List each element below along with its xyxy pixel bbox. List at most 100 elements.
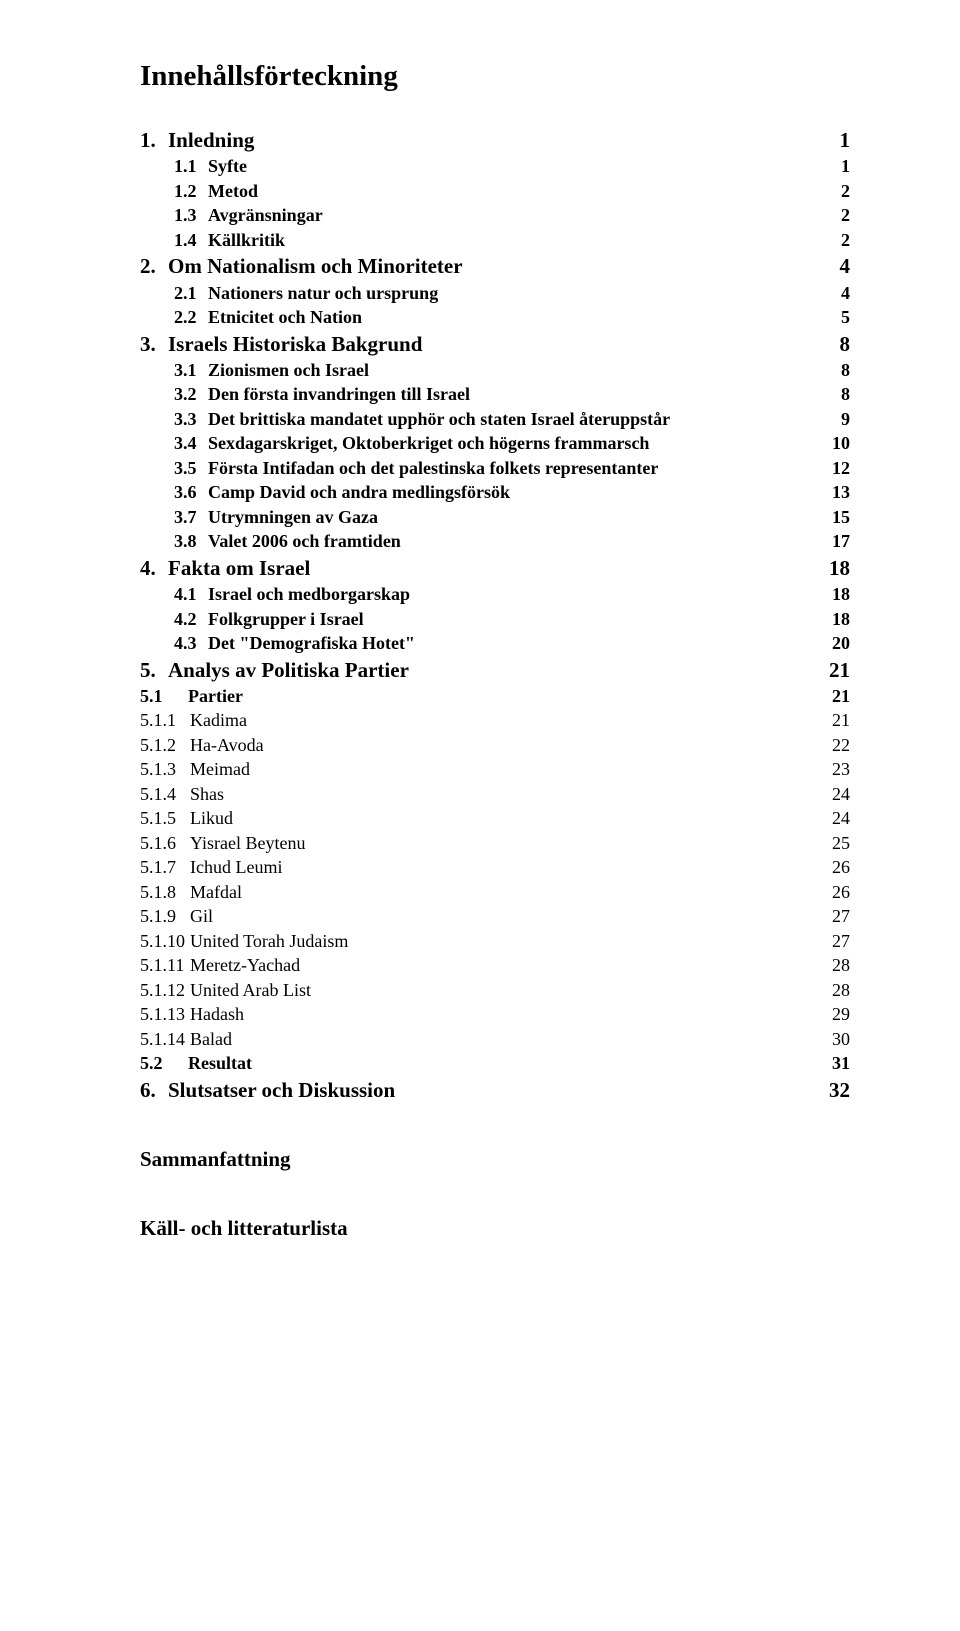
toc-page: 24 — [832, 783, 850, 806]
toc-text: Slutsatser och Diskussion — [168, 1077, 395, 1103]
toc-row: 6.Slutsatser och Diskussion32 — [140, 1077, 850, 1103]
toc-page: 2 — [841, 180, 850, 203]
toc-number: 1.2 — [174, 180, 208, 203]
toc-text: Israel och medborgarskap — [208, 583, 410, 606]
toc-row: 3.3Det brittiska mandatet upphör och sta… — [140, 408, 850, 431]
toc-number: 5.1.12 — [140, 979, 190, 1002]
toc-page: 21 — [832, 709, 850, 732]
toc-row: 5.1.10United Torah Judaism27 — [140, 930, 850, 953]
toc-text: Camp David och andra medlingsförsök — [208, 481, 510, 504]
toc-text: Nationers natur och ursprung — [208, 282, 438, 305]
toc-label: 5.1.10United Torah Judaism — [140, 930, 348, 953]
toc-page: 18 — [832, 583, 850, 606]
toc-row: 5.1.1Kadima21 — [140, 709, 850, 732]
toc-number: 5.1.3 — [140, 758, 190, 781]
toc-page: 28 — [832, 954, 850, 977]
toc-label: 1.Inledning — [140, 127, 254, 153]
toc-text: Om Nationalism och Minoriteter — [168, 253, 463, 279]
toc-text: Meimad — [190, 758, 250, 781]
toc-number: 2.1 — [174, 282, 208, 305]
toc-label: 6.Slutsatser och Diskussion — [140, 1077, 395, 1103]
toc-text: Israels Historiska Bakgrund — [168, 331, 422, 357]
toc-row: 3.8Valet 2006 och framtiden17 — [140, 530, 850, 553]
toc-text: Avgränsningar — [208, 204, 323, 227]
toc-page: 18 — [832, 608, 850, 631]
toc-number: 5.1.13 — [140, 1003, 190, 1026]
toc-text: Folkgrupper i Israel — [208, 608, 364, 631]
toc-number: 5.2 — [140, 1052, 188, 1075]
toc-row: 5.1.8Mafdal26 — [140, 881, 850, 904]
toc-number: 5.1.14 — [140, 1028, 190, 1051]
toc-row: 5.1.9Gil27 — [140, 905, 850, 928]
toc-label: 5.1.4Shas — [140, 783, 224, 806]
toc-text: Första Intifadan och det palestinska fol… — [208, 457, 658, 480]
toc-text: Partier — [188, 685, 243, 708]
toc-label: 5.1.5Likud — [140, 807, 233, 830]
toc-page: 12 — [832, 457, 850, 480]
toc-page: 21 — [832, 685, 850, 708]
toc-text: United Arab List — [190, 979, 311, 1002]
toc-label: 1.1Syfte — [140, 155, 247, 178]
toc-number: 5.1 — [140, 685, 188, 708]
toc-text: Syfte — [208, 155, 247, 178]
toc-text: Det brittiska mandatet upphör och staten… — [208, 408, 670, 431]
toc-text: United Torah Judaism — [190, 930, 348, 953]
toc-row: 4.1Israel och medborgarskap 18 — [140, 583, 850, 606]
toc-text: Analys av Politiska Partier — [168, 657, 409, 683]
toc-text: Shas — [190, 783, 224, 806]
toc-row: 3.7Utrymningen av Gaza15 — [140, 506, 850, 529]
toc-row: 1.3Avgränsningar2 — [140, 204, 850, 227]
toc-page: 24 — [832, 807, 850, 830]
toc-text: Utrymningen av Gaza — [208, 506, 378, 529]
toc-row: 5.1.7Ichud Leumi26 — [140, 856, 850, 879]
toc-label: 5.1.2Ha-Avoda — [140, 734, 264, 757]
toc-page: 29 — [832, 1003, 850, 1026]
toc-row: 3.Israels Historiska Bakgrund8 — [140, 331, 850, 357]
toc-text: Kadima — [190, 709, 247, 732]
toc-row: 3.4Sexdagarskriget, Oktoberkriget och hö… — [140, 432, 850, 455]
toc-page: 22 — [832, 734, 850, 757]
spacer — [140, 1103, 850, 1125]
toc-number: 5.1.11 — [140, 954, 190, 977]
toc-row: 3.1Zionismen och Israel8 — [140, 359, 850, 382]
toc-number: 6. — [140, 1077, 168, 1103]
toc-row: 3.2Den första invandringen till Israel8 — [140, 383, 850, 406]
toc-number: 5.1.6 — [140, 832, 190, 855]
toc-number: 3.1 — [174, 359, 208, 382]
toc-text: Fakta om Israel — [168, 555, 310, 581]
toc-row: 5.1.14Balad30 — [140, 1028, 850, 1051]
toc-text: Sexdagarskriget, Oktoberkriget och höger… — [208, 432, 649, 455]
toc-label: 2.2Etnicitet och Nation — [140, 306, 362, 329]
toc-label: 3.3Det brittiska mandatet upphör och sta… — [140, 408, 670, 431]
toc-label: 4.3Det "Demografiska Hotet" — [140, 632, 415, 655]
toc-number: 3.5 — [174, 457, 208, 480]
toc-number: 4. — [140, 555, 168, 581]
toc-text: Likud — [190, 807, 233, 830]
toc-number: 2. — [140, 253, 168, 279]
toc-page: 13 — [832, 481, 850, 504]
toc-label: 3.1Zionismen och Israel — [140, 359, 369, 382]
toc-page: 9 — [841, 408, 850, 431]
toc-label: 4.1Israel och medborgarskap — [140, 583, 410, 606]
toc-page: 27 — [832, 905, 850, 928]
toc-label: 1.3Avgränsningar — [140, 204, 323, 227]
toc-page: 21 — [829, 657, 850, 683]
toc-label: 4.2Folkgrupper i Israel — [140, 608, 364, 631]
toc-text: Balad — [190, 1028, 232, 1051]
toc-label: 3.6Camp David och andra medlingsförsök — [140, 481, 510, 504]
toc-page: 4 — [840, 253, 851, 279]
toc-page: 26 — [832, 881, 850, 904]
toc-label: 5.1.6Yisrael Beytenu — [140, 832, 305, 855]
toc-row: 3.6Camp David och andra medlingsförsök 13 — [140, 481, 850, 504]
toc-number: 3.7 — [174, 506, 208, 529]
toc-text: Resultat — [188, 1052, 252, 1075]
toc-page: 20 — [832, 632, 850, 655]
toc-row: 2.1Nationers natur och ursprung4 — [140, 282, 850, 305]
toc-row: 2.2Etnicitet och Nation5 — [140, 306, 850, 329]
toc-row: 4.3Det "Demografiska Hotet" 20 — [140, 632, 850, 655]
toc-number: 5.1.5 — [140, 807, 190, 830]
toc-label: 5.1.14Balad — [140, 1028, 232, 1051]
toc-text: Valet 2006 och framtiden — [208, 530, 401, 553]
toc-label: 5.1.12United Arab List — [140, 979, 311, 1002]
toc-number: 4.2 — [174, 608, 208, 631]
